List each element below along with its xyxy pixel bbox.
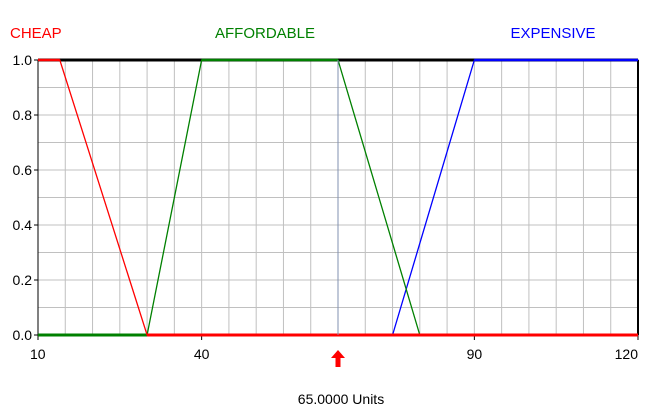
y-tick-label: 0.4: [13, 217, 33, 233]
legend: CHEAP AFFORDABLE EXPENSIVE: [10, 25, 596, 42]
x-tick-label: 10: [30, 346, 46, 362]
x-tick-label: 90: [467, 346, 483, 362]
series-lines: [38, 58, 638, 337]
y-tick-label: 0.6: [13, 162, 33, 178]
y-tick-label: 0.2: [13, 272, 33, 288]
y-tick-label: 0.8: [13, 107, 33, 123]
value-marker: [331, 60, 345, 367]
y-tick-label: 0.0: [13, 327, 33, 343]
marker-arrow-icon: [331, 350, 345, 367]
y-tick-label: 1.0: [13, 52, 33, 68]
x-tick-label: 120: [615, 346, 639, 362]
x-tick-label: 40: [194, 346, 210, 362]
legend-label-cheap: CHEAP: [10, 25, 62, 42]
axis-ticks: 0.0 0.2 0.4 0.6 0.8 1.0 10 40 90 120: [13, 52, 639, 362]
value-readout: 65.0000 Units: [298, 391, 384, 407]
legend-label-expensive: EXPENSIVE: [510, 25, 595, 42]
legend-label-affordable: AFFORDABLE: [215, 25, 315, 42]
